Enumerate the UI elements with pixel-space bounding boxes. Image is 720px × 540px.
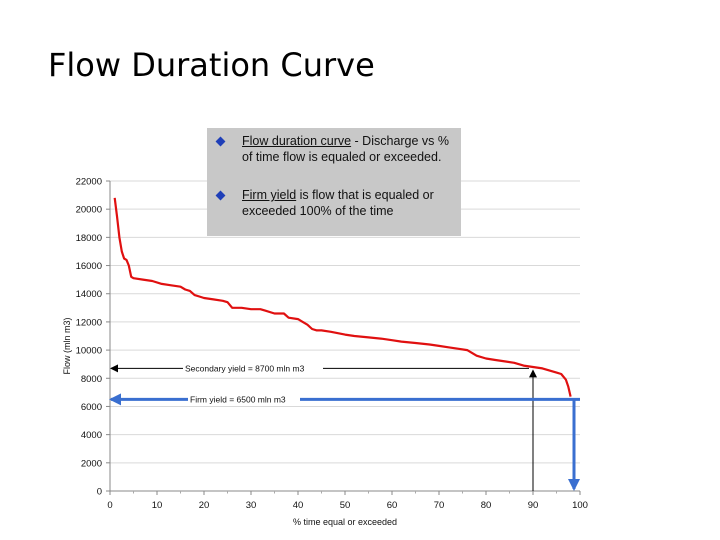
y-tick-label: 12000: [76, 317, 102, 328]
callout-box: Flow duration curve - Discharge vs % of …: [207, 128, 461, 236]
x-tick-label: 100: [572, 500, 588, 511]
x-tick-label: 60: [387, 500, 398, 511]
flow-duration-curve-line: [113, 197, 572, 397]
x-tick-label: 90: [528, 500, 539, 511]
y-tick-labels: 0 2000 4000 6000 8000 10000 12000 14000 16000 180…: [76, 177, 102, 498]
slide-title: Flow Duration Curve: [48, 46, 375, 84]
bullet-diamond-icon: [215, 136, 226, 147]
y-tick-label: 2000: [81, 458, 102, 469]
y-tick-label: 6000: [81, 402, 102, 413]
x-tick-label: 20: [199, 500, 210, 511]
firm-yield-label: Firm yield = 6500 mln m3: [190, 394, 286, 404]
x-axis-label: % time equal or exceeded: [293, 517, 397, 527]
y-tick-label: 8000: [81, 374, 102, 385]
term-flow-duration-curve: Flow duration curve: [242, 134, 352, 148]
y-tick-label: 16000: [76, 261, 102, 272]
x-tick-label: 40: [293, 500, 304, 511]
axes: [106, 180, 581, 495]
yield-annotations: Secondary yield = 8700 mln m3 Firm yield …: [109, 361, 580, 491]
bullet-diamond-icon: [215, 190, 226, 201]
x-tick-label: 50: [340, 500, 351, 511]
y-tick-label: 4000: [81, 430, 102, 441]
y-tick-label: 22000: [76, 177, 102, 188]
x-tick-label: 30: [246, 500, 257, 511]
y-tick-label: 10000: [76, 346, 102, 357]
x-tick-label: 10: [152, 500, 163, 511]
bullet-2-text: is flow that is equaled or exceeded 100%…: [242, 188, 434, 218]
secondary-yield-label: Secondary yield = 8700 mln m3: [185, 363, 305, 373]
x-tick-label: 80: [481, 500, 492, 511]
firm-yield-label-bg: [188, 393, 300, 405]
y-tick-label: 20000: [76, 205, 102, 216]
x-tick-label: 0: [107, 500, 112, 511]
x-tick-label: 70: [434, 500, 445, 511]
bullet-1-text: - Discharge vs % of time flow is equaled…: [242, 134, 450, 164]
y-tick-label: 18000: [76, 233, 102, 244]
secondary-yield-label-bg: [183, 361, 323, 374]
y-tick-label: 0: [97, 487, 102, 498]
x-tick-labels: 0 10 20 30 40 50 60 70 80 90 100: [107, 500, 588, 511]
term-firm-yield: Firm yield: [242, 188, 297, 202]
y-axis-label: Flow (mln m3): [62, 317, 72, 374]
y-tick-label: 14000: [76, 289, 102, 300]
